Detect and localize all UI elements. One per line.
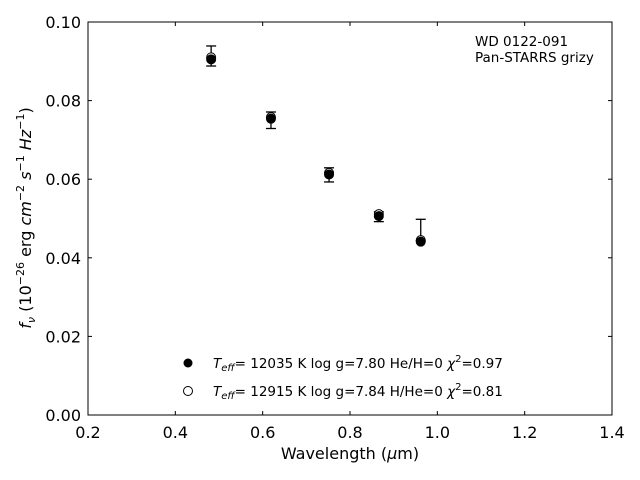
legend-marker-filled <box>183 358 193 368</box>
model-point-filled <box>324 169 335 180</box>
legend-entry-2: Teff= 12915 K log g=7.84 H/He=0 χ2=0.81 <box>213 382 503 402</box>
x-tick-label: 0.4 <box>163 423 188 442</box>
y-tick-label: 0.02 <box>45 327 81 346</box>
survey-annotation: Pan-STARRS grizy <box>475 50 594 66</box>
y-tick-label: 0.00 <box>45 406 81 425</box>
data-points <box>206 52 426 247</box>
y-tick-label: 0.06 <box>45 170 81 189</box>
model-point-filled <box>265 113 276 124</box>
y-tick-label: 0.10 <box>45 13 81 32</box>
x-tick-label: 1.2 <box>512 423 537 442</box>
legend-marker-open <box>183 386 193 396</box>
x-tick-label: 1.0 <box>425 423 450 442</box>
model-point-filled <box>373 211 384 222</box>
legend: Teff= 12035 K log g=7.80 He/H=0 χ2=0.97 … <box>183 354 503 402</box>
y-axis-label: fν (10−26 erg cm−2 s−1 Hz−1) <box>14 107 38 328</box>
x-axis-ticks: 0.2 0.4 0.6 0.8 1.0 1.2 1.4 <box>75 22 625 442</box>
y-axis-ticks: 0.00 0.02 0.04 0.06 0.08 0.10 <box>45 13 612 425</box>
plot-area <box>87 21 613 416</box>
x-tick-label: 1.4 <box>599 423 624 442</box>
legend-entry-1: Teff= 12035 K log g=7.80 He/H=0 χ2=0.97 <box>213 354 503 374</box>
y-tick-label: 0.04 <box>45 249 81 268</box>
model-point-filled <box>206 54 217 65</box>
x-tick-label: 0.6 <box>250 423 275 442</box>
x-tick-label: 0.8 <box>337 423 362 442</box>
object-annotation: WD 0122-091 <box>475 34 568 50</box>
y-tick-label: 0.08 <box>45 92 81 111</box>
x-tick-label: 0.2 <box>75 423 100 442</box>
x-axis-label: Wavelength (μm) <box>281 444 419 463</box>
model-point-filled <box>415 236 426 247</box>
